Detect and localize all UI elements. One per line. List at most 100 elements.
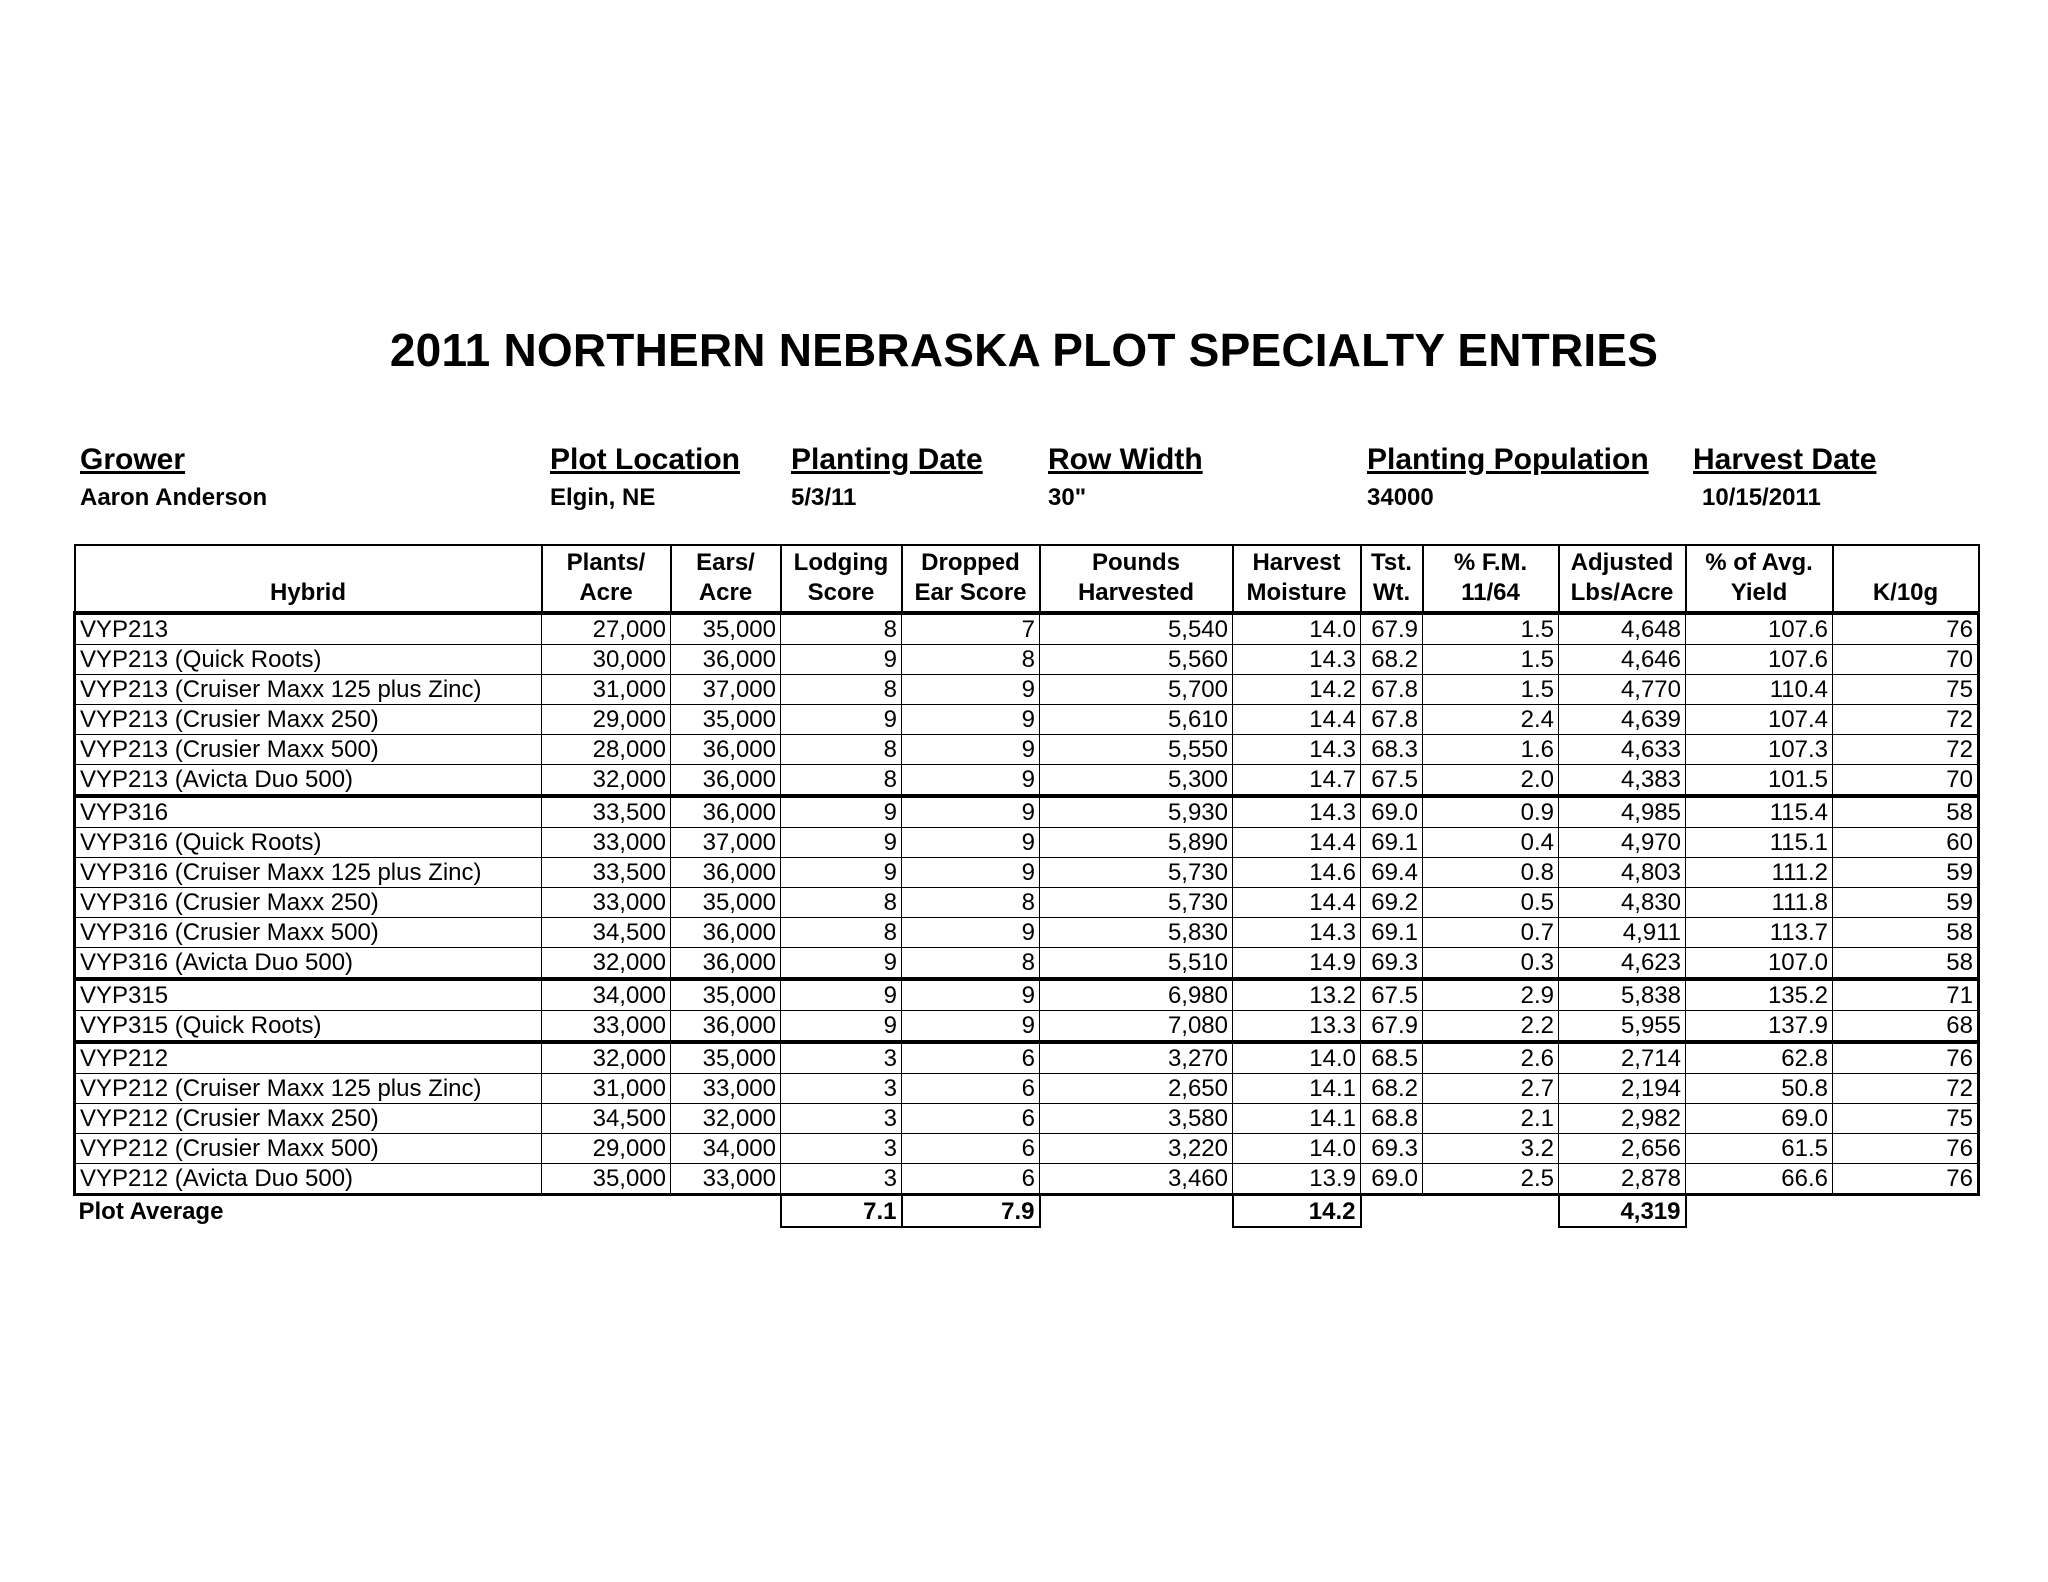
value-cell: 33,000: [541, 887, 671, 918]
column-header-line2: 11/64: [1461, 579, 1520, 606]
value-cell: 67.5: [1360, 977, 1423, 1011]
value-cell: 27,000: [541, 611, 671, 645]
value-cell: 36,000: [670, 764, 781, 798]
value-cell: 76: [1832, 611, 1980, 645]
value-cell: 4,803: [1558, 857, 1686, 888]
value-cell: 58: [1832, 917, 1980, 948]
value-cell: 137.9: [1685, 1010, 1833, 1044]
value-cell: 3,580: [1039, 1103, 1233, 1134]
hybrid-cell: VYP212 (Cruiser Maxx 125 plus Zinc): [73, 1073, 542, 1104]
column-header-line2: Ear Score: [914, 579, 1027, 606]
value-cell: 14.0: [1232, 1133, 1361, 1164]
value-cell: 14.3: [1232, 794, 1361, 828]
table-row: VYP212 (Crusier Maxx 250) 34,500 32,000 3 6 3…: [73, 1103, 1980, 1134]
value-cell: 5,610: [1039, 704, 1233, 735]
row-width-label: Row Width: [1048, 443, 1203, 476]
value-cell: 2.1: [1422, 1103, 1559, 1134]
plot-average-value: 7.1: [779, 1194, 903, 1228]
value-cell: 2.4: [1422, 704, 1559, 735]
hybrid-cell: VYP316 (Crusier Maxx 250): [73, 887, 542, 918]
value-cell: 14.3: [1232, 644, 1361, 675]
value-cell: 0.5: [1422, 887, 1559, 918]
column-header: Hybrid: [73, 544, 543, 614]
value-cell: 0.7: [1422, 917, 1559, 948]
value-cell: 107.6: [1685, 644, 1833, 675]
value-cell: 4,830: [1558, 887, 1686, 918]
column-header: Ears/Acre: [669, 544, 782, 614]
value-cell: 32,000: [541, 1040, 671, 1074]
hybrid-cell: VYP212 (Crusier Maxx 500): [73, 1133, 542, 1164]
column-header: Adjusted Lbs/Acre: [1557, 544, 1687, 614]
value-cell: 3,270: [1039, 1040, 1233, 1074]
value-cell: 111.2: [1685, 857, 1833, 888]
value-cell: 76: [1832, 1133, 1980, 1164]
value-cell: 9: [780, 857, 902, 888]
table-row: VYP316 33,500 36,000 9 9 5,930 14.3 69.0 0.9 4,98…: [73, 794, 1980, 828]
value-cell: 72: [1832, 734, 1980, 765]
value-cell: 6: [901, 1073, 1040, 1104]
value-cell: 72: [1832, 704, 1980, 735]
value-cell: 5,730: [1039, 887, 1233, 918]
hybrid-cell: VYP213 (Avicta Duo 500): [73, 764, 542, 798]
value-cell: 9: [780, 827, 902, 858]
value-cell: 8: [780, 611, 902, 645]
value-cell: 31,000: [541, 1073, 671, 1104]
value-cell: 9: [901, 734, 1040, 765]
value-cell: 5,300: [1039, 764, 1233, 798]
value-cell: 8: [780, 674, 902, 705]
value-cell: 1.5: [1422, 644, 1559, 675]
value-cell: 36,000: [670, 644, 781, 675]
hybrid-cell: VYP213 (Cruiser Maxx 125 plus Zinc): [73, 674, 542, 705]
value-cell: 7,080: [1039, 1010, 1233, 1044]
value-cell: 111.8: [1685, 887, 1833, 918]
table-row: VYP212 (Avicta Duo 500) 35,000 33,000 3 6 3,4…: [73, 1163, 1980, 1196]
value-cell: 75: [1832, 1103, 1980, 1134]
column-header-line1: Tst.: [1371, 549, 1412, 576]
table-row: VYP213 (Avicta Duo 500) 32,000 36,000 8 9 5,3…: [73, 764, 1980, 798]
column-header: Lodging Score: [779, 544, 903, 614]
value-cell: 3,220: [1039, 1133, 1233, 1164]
value-cell: 59: [1832, 887, 1980, 918]
value-cell: 36,000: [670, 794, 781, 828]
empty-cell: [1361, 1195, 1423, 1228]
value-cell: 32,000: [541, 764, 671, 798]
value-cell: 14.1: [1232, 1103, 1361, 1134]
column-header-line1: Ears/: [696, 549, 755, 576]
value-cell: 14.3: [1232, 917, 1361, 948]
value-cell: 9: [780, 1010, 902, 1044]
column-header-line1: Plants/: [566, 549, 646, 576]
value-cell: 69.1: [1360, 827, 1423, 858]
value-cell: 4,770: [1558, 674, 1686, 705]
table-row: VYP316 (Cruiser Maxx 125 plus Zinc) 33,50…: [73, 857, 1980, 888]
table-row: VYP212 32,000 35,000 3 6 3,270 14.0 68.5 2.6 2,71…: [73, 1040, 1980, 1074]
value-cell: 68.5: [1360, 1040, 1423, 1074]
column-header-line1: % of Avg.: [1705, 549, 1813, 576]
value-cell: 4,383: [1558, 764, 1686, 798]
value-cell: 68: [1832, 1010, 1980, 1044]
value-cell: 36,000: [670, 917, 781, 948]
value-cell: 60: [1832, 827, 1980, 858]
table-row: VYP213 (Quick Roots) 30,000 36,000 9 8 5,560 1…: [73, 644, 1980, 675]
table-row: VYP213 (Cruiser Maxx 125 plus Zinc) 31,00…: [73, 674, 1980, 705]
page-title: 2011 NORTHERN NEBRASKA PLOT SPECIALTY EN…: [389, 324, 1659, 376]
value-cell: 14.4: [1232, 704, 1361, 735]
value-cell: 9: [901, 1010, 1040, 1044]
value-cell: 3: [780, 1103, 902, 1134]
value-cell: 14.7: [1232, 764, 1361, 798]
hybrid-cell: VYP212 (Avicta Duo 500): [73, 1163, 542, 1196]
plot-location-label: Plot Location: [550, 443, 740, 476]
value-cell: 6,980: [1039, 977, 1233, 1011]
row-width-value: 30": [1048, 484, 1087, 511]
value-cell: 0.9: [1422, 794, 1559, 828]
value-cell: 33,000: [541, 1010, 671, 1044]
value-cell: 4,646: [1558, 644, 1686, 675]
value-cell: 2,714: [1558, 1040, 1686, 1074]
value-cell: 135.2: [1685, 977, 1833, 1011]
value-cell: 5,700: [1039, 674, 1233, 705]
hybrid-cell: VYP315 (Quick Roots): [73, 1010, 542, 1044]
planting-population-value: 34000: [1367, 484, 1434, 511]
empty-cell: [1040, 1195, 1233, 1228]
value-cell: 101.5: [1685, 764, 1833, 798]
plot-average-value: 14.2: [1231, 1194, 1362, 1228]
value-cell: 69.3: [1360, 947, 1423, 981]
